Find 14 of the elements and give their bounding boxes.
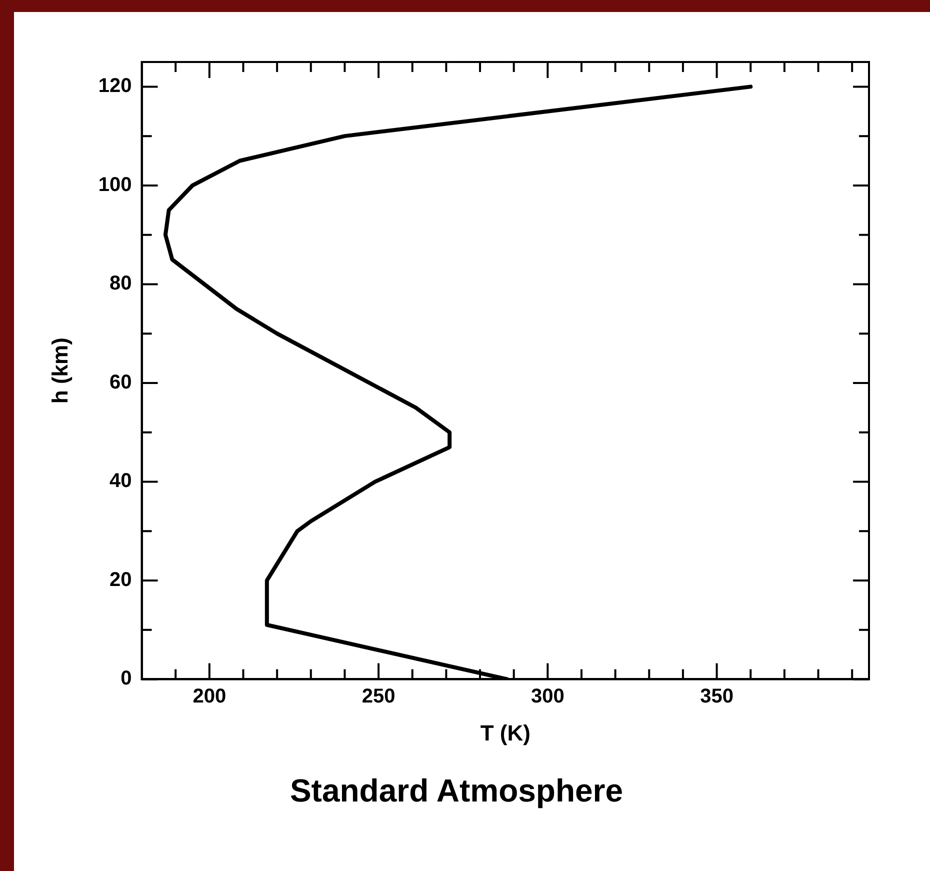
y-tick-label: 20 (110, 568, 132, 591)
x-tick-label: 250 (362, 686, 396, 708)
x-tick-label: 300 (530, 686, 564, 708)
x-tick-label: 350 (700, 686, 734, 708)
y-tick-label: 0 (120, 668, 132, 690)
text: Standard Atmosphere (290, 772, 624, 809)
y-tick-label: 100 (98, 174, 132, 196)
y-tick-label: 80 (110, 272, 132, 295)
y-tick-label: 40 (110, 470, 132, 492)
y-axis-title: h (km) (47, 338, 72, 404)
x-tick-label: 200 (192, 686, 226, 708)
y-tick-label: 60 (110, 371, 132, 394)
y-tick-label: 120 (98, 75, 132, 98)
x-axis-title: T (K) (480, 720, 530, 746)
